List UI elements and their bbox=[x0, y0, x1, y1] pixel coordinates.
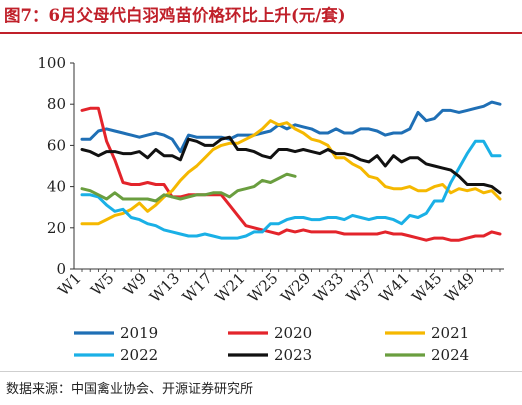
chart-legend: 2019 2020 2021 2022 2023 2024 bbox=[74, 324, 469, 364]
x-tick-label: W17 bbox=[179, 269, 216, 306]
x-tick-label: W5 bbox=[87, 269, 117, 299]
legend-label-2022: 2022 bbox=[120, 346, 158, 364]
legend-label-2019: 2019 bbox=[120, 324, 158, 342]
x-tick-label: W13 bbox=[146, 269, 183, 306]
y-tick-label: 100 bbox=[37, 54, 66, 72]
series-line-2024 bbox=[80, 172, 297, 203]
x-tick-label: W29 bbox=[277, 269, 314, 306]
x-tick-label: W41 bbox=[376, 269, 413, 306]
x-tick-label: W9 bbox=[120, 269, 150, 299]
x-tick-label: W21 bbox=[212, 269, 249, 306]
x-tick-label: W33 bbox=[310, 269, 347, 306]
y-tick-label: 20 bbox=[47, 219, 66, 237]
series-line-2022 bbox=[80, 139, 502, 240]
legend-label-2020: 2020 bbox=[274, 324, 312, 342]
source-divider bbox=[0, 371, 522, 372]
legend-label-2021: 2021 bbox=[431, 324, 469, 342]
y-tick-label: 80 bbox=[47, 95, 66, 113]
series-line-2020 bbox=[80, 106, 502, 242]
y-tick-label: 0 bbox=[56, 260, 66, 278]
x-tick-label: W45 bbox=[408, 269, 445, 306]
figure-title: 图7：6月父母代白羽鸡苗价格环比上升(元/套) bbox=[4, 6, 346, 25]
source-note: 数据来源：中国禽业协会、开源证券研究所 bbox=[6, 382, 254, 397]
x-tick-label: W25 bbox=[244, 269, 281, 306]
series-line-2021 bbox=[80, 119, 502, 226]
x-tick-label: W49 bbox=[441, 269, 478, 306]
chart-series-lines bbox=[80, 100, 502, 242]
y-tick-label: 40 bbox=[47, 178, 66, 196]
title-divider bbox=[0, 32, 522, 34]
legend-label-2023: 2023 bbox=[274, 346, 312, 364]
x-tick-label: W37 bbox=[343, 269, 380, 306]
y-tick-label: 60 bbox=[47, 136, 66, 154]
legend-label-2024: 2024 bbox=[431, 346, 469, 364]
series-line-2023 bbox=[80, 135, 502, 195]
